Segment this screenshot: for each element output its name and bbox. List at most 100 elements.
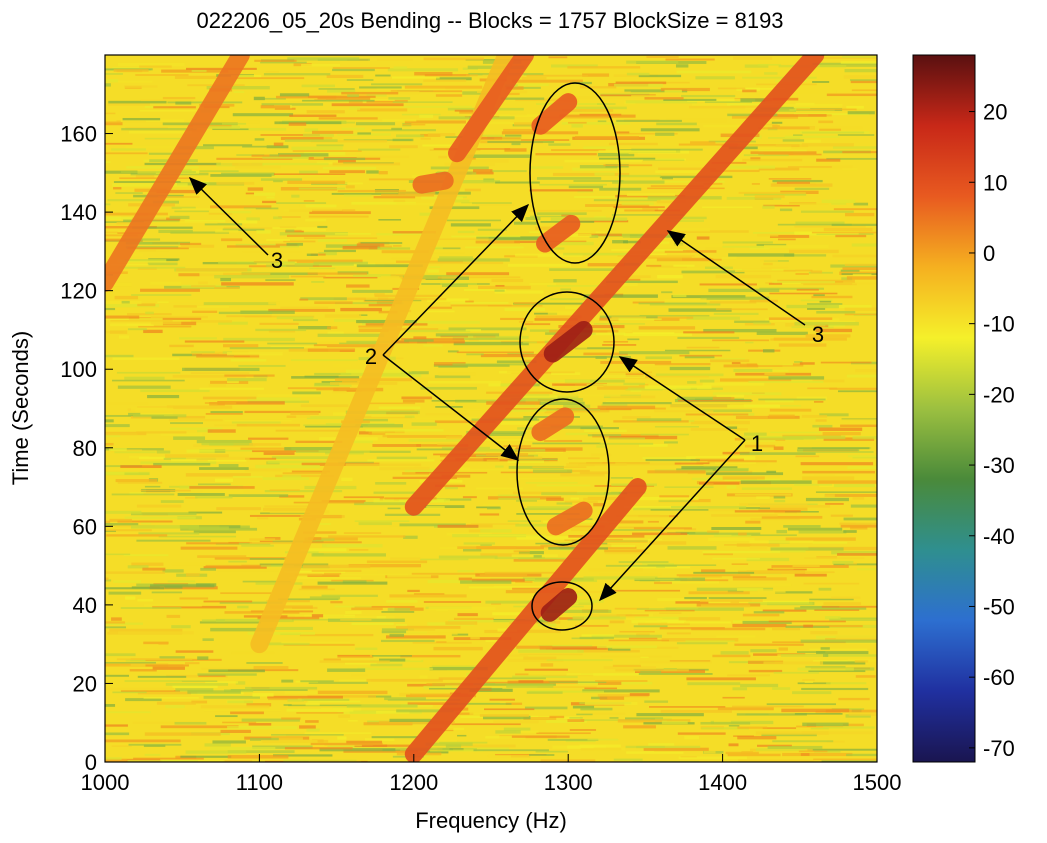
noise xyxy=(484,571,557,574)
noise xyxy=(283,704,292,706)
noise xyxy=(494,137,521,140)
noise xyxy=(783,525,821,528)
noise xyxy=(755,747,806,752)
noise xyxy=(234,355,250,358)
noise xyxy=(302,133,334,137)
noise xyxy=(293,319,319,322)
noise xyxy=(391,76,440,79)
noise xyxy=(105,73,123,75)
noise xyxy=(292,391,321,395)
noise xyxy=(257,394,322,397)
noise xyxy=(822,432,861,436)
noise xyxy=(701,409,752,413)
noise xyxy=(139,109,198,112)
noise xyxy=(124,472,150,475)
noise xyxy=(159,656,185,659)
noise xyxy=(650,265,687,269)
noise xyxy=(136,539,211,542)
noise xyxy=(327,89,356,93)
noise xyxy=(197,305,230,308)
noise xyxy=(373,196,416,199)
noise xyxy=(515,523,564,527)
noise xyxy=(608,639,670,642)
noise xyxy=(398,191,436,195)
noise xyxy=(446,272,510,276)
noise xyxy=(476,335,529,339)
noise xyxy=(105,120,121,123)
noise xyxy=(216,157,293,160)
noise xyxy=(105,161,111,164)
noise xyxy=(105,757,122,760)
noise xyxy=(595,356,607,359)
noise xyxy=(770,431,822,434)
noise xyxy=(423,344,443,347)
noise xyxy=(843,530,857,533)
noise xyxy=(338,159,356,163)
noise xyxy=(626,751,684,754)
noise xyxy=(264,490,343,493)
noise xyxy=(631,148,703,151)
noise xyxy=(105,434,121,438)
noise xyxy=(625,100,698,104)
noise xyxy=(204,223,243,226)
noise xyxy=(203,566,267,569)
noise xyxy=(281,136,324,141)
chart-title: 022206_05_20s Bending -- Blocks = 1757 B… xyxy=(196,8,783,33)
noise xyxy=(389,145,418,149)
noise xyxy=(758,167,800,171)
noise xyxy=(111,148,146,151)
noise xyxy=(565,432,589,436)
noise xyxy=(726,196,782,200)
noise xyxy=(731,534,797,537)
noise xyxy=(425,413,470,416)
noise xyxy=(302,99,375,102)
noise xyxy=(829,618,877,621)
noise xyxy=(767,745,823,749)
noise xyxy=(650,509,709,511)
noise xyxy=(300,297,347,301)
annotation-arrow xyxy=(666,230,806,326)
noise xyxy=(245,686,318,690)
noise xyxy=(381,611,415,613)
noise xyxy=(600,94,656,97)
noise xyxy=(305,425,363,428)
noise xyxy=(755,731,829,735)
noise xyxy=(825,502,844,505)
noise xyxy=(112,691,147,694)
noise xyxy=(687,98,756,102)
noise xyxy=(661,160,708,164)
noise xyxy=(266,264,313,267)
noise xyxy=(166,674,228,678)
noise xyxy=(290,359,358,362)
noise xyxy=(740,98,766,102)
noise xyxy=(264,97,286,100)
noise xyxy=(726,426,738,429)
noise xyxy=(257,517,269,520)
noise xyxy=(220,277,232,282)
noise xyxy=(603,340,629,343)
noise xyxy=(840,61,877,64)
noise xyxy=(332,67,390,69)
noise xyxy=(218,261,295,264)
noise xyxy=(647,520,659,523)
noise xyxy=(664,298,707,302)
noise xyxy=(346,704,418,708)
noise xyxy=(604,549,646,553)
noise xyxy=(111,617,122,621)
noise xyxy=(387,699,461,701)
noise xyxy=(674,462,710,465)
noise xyxy=(281,641,351,644)
noise xyxy=(738,191,806,194)
noise xyxy=(428,306,452,309)
noise xyxy=(282,475,302,478)
noise xyxy=(763,204,800,207)
noise xyxy=(189,486,255,489)
noise xyxy=(249,514,316,517)
noise xyxy=(426,506,445,509)
noise xyxy=(832,254,877,258)
noise xyxy=(805,497,849,502)
noise xyxy=(306,728,320,732)
noise xyxy=(105,661,156,664)
noise xyxy=(105,83,111,87)
